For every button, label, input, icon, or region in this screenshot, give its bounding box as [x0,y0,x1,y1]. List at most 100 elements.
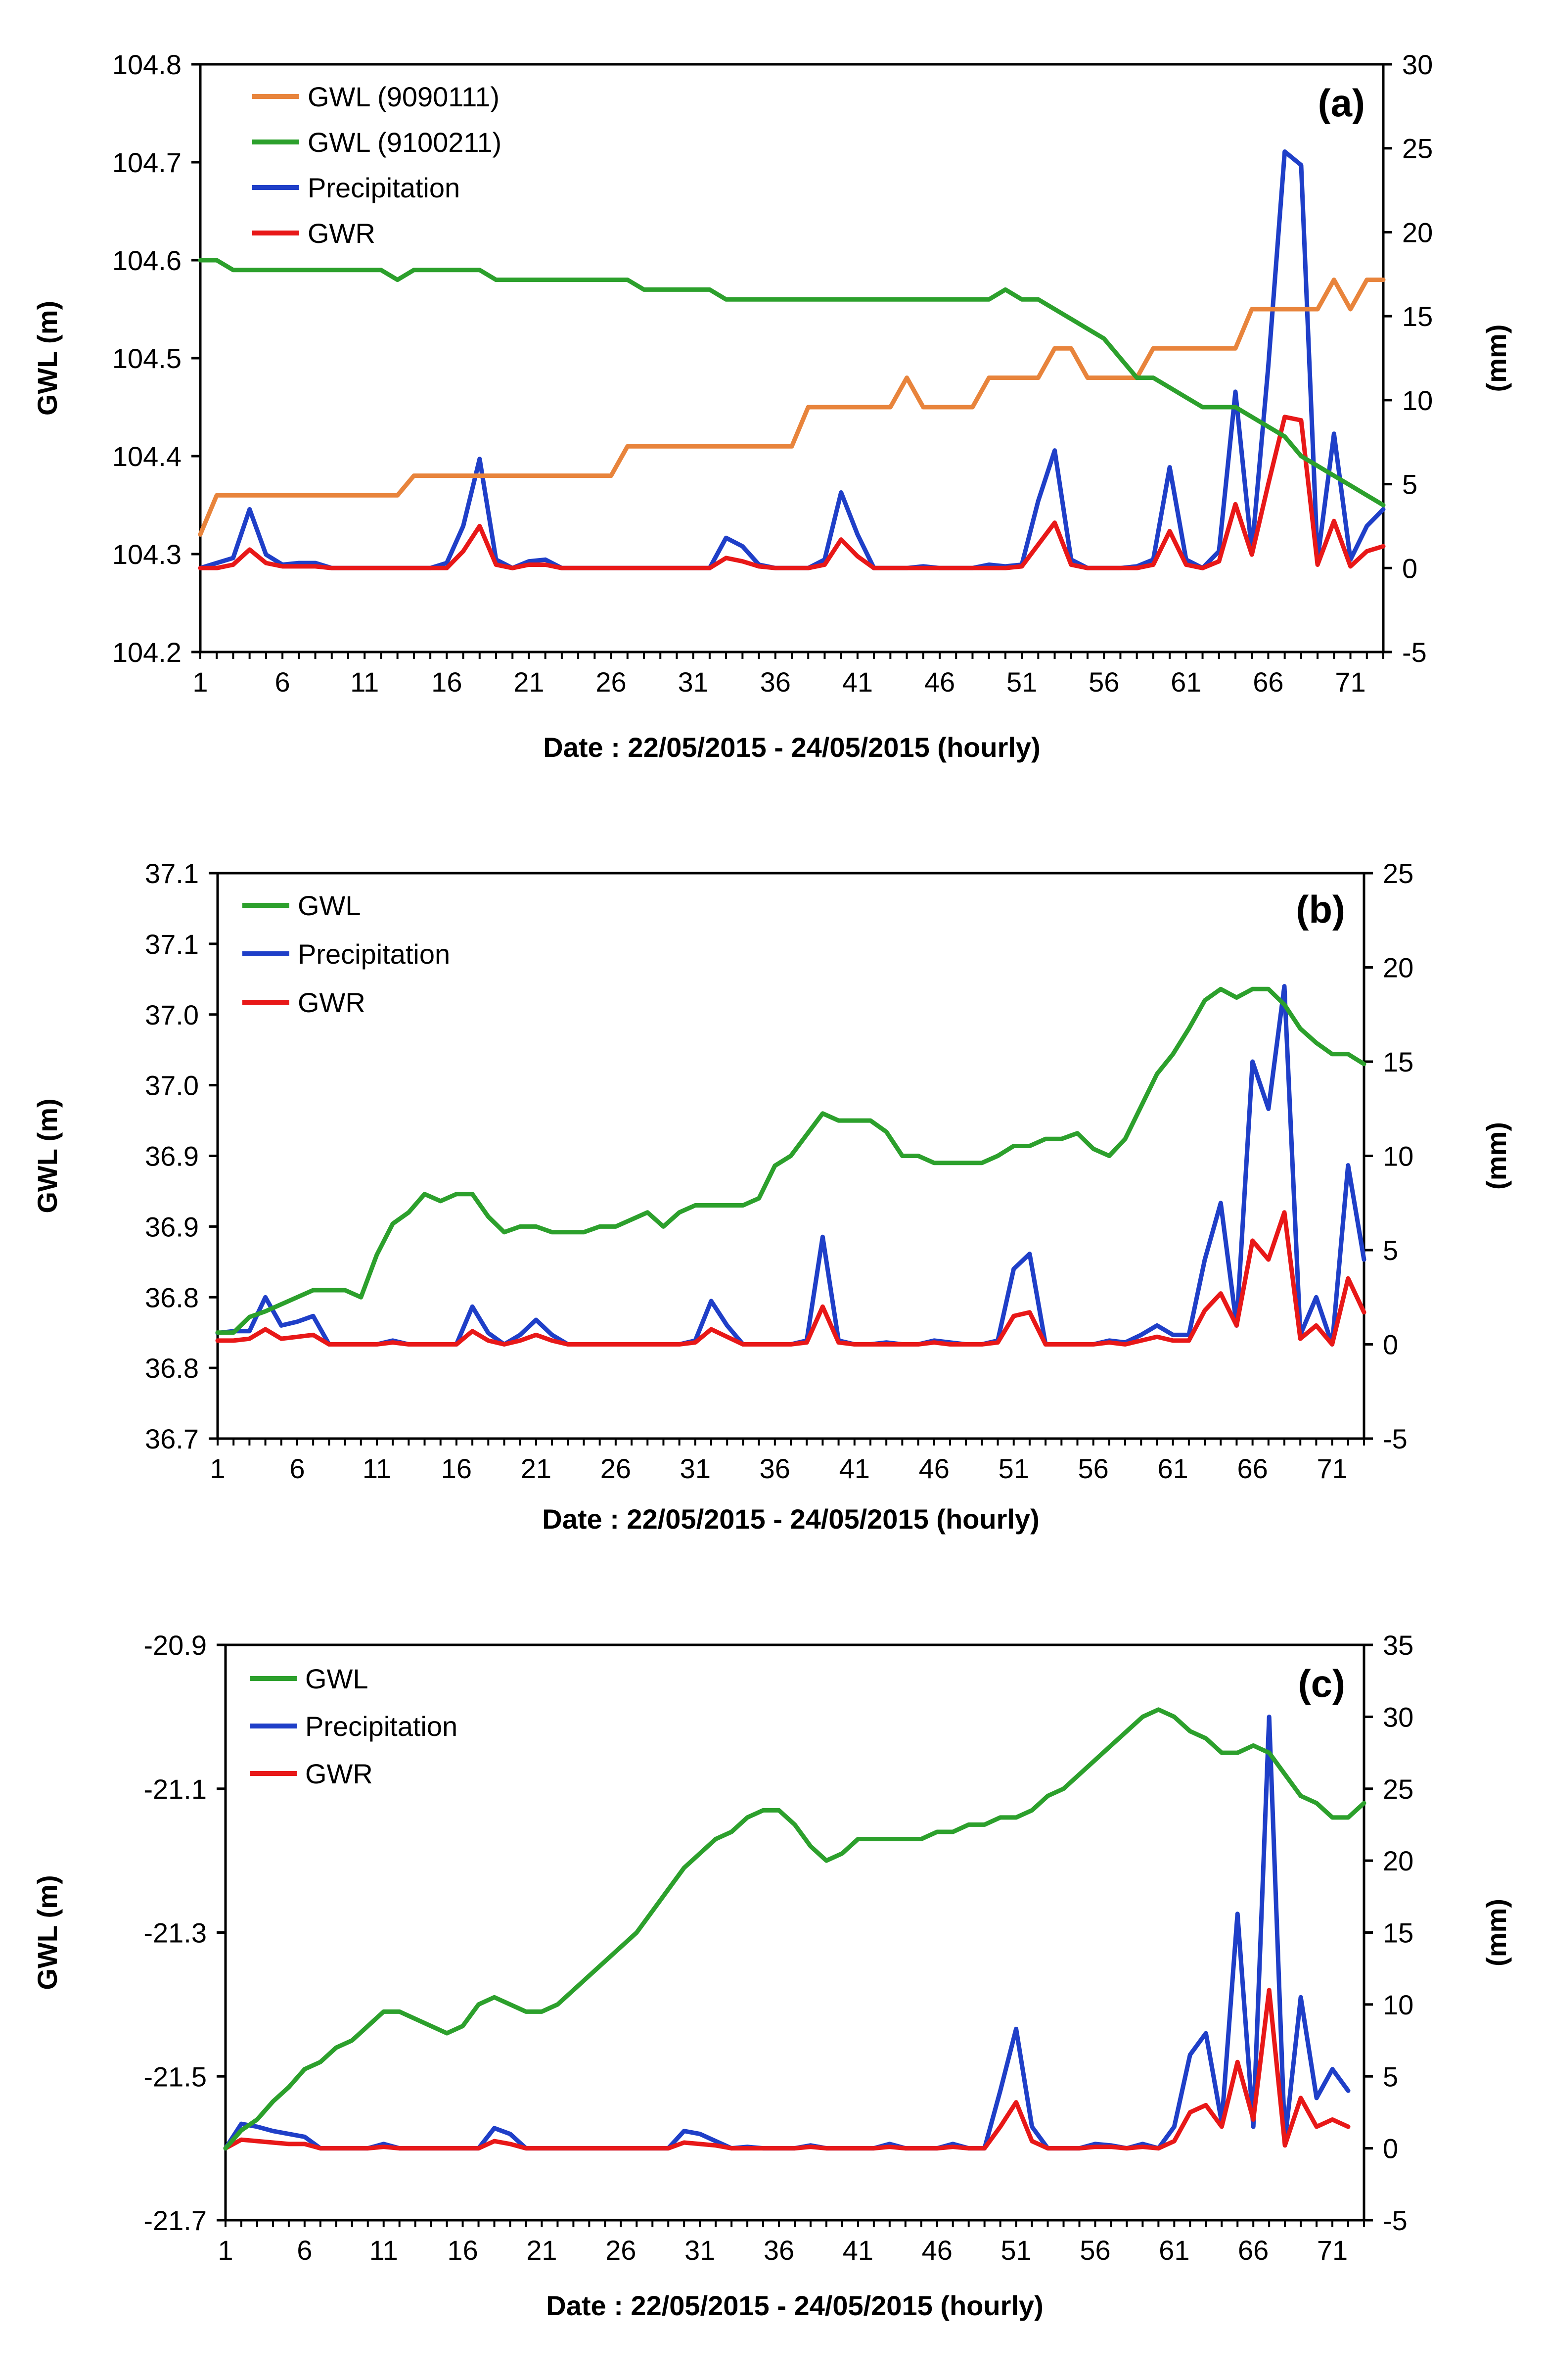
legend-label-gwr: GWR [298,987,365,1018]
y-left-axis-title: GWL (m) [32,1098,63,1213]
x-tick-label: 61 [1159,2235,1189,2266]
right-tick-label: -5 [1402,637,1427,668]
x-tick-label: 41 [839,1453,870,1484]
right-tick-label: 25 [1383,858,1413,889]
right-tick-label: 10 [1383,1989,1413,2020]
legend-label-gwl-9100211: GWL (9100211) [308,127,501,158]
left-tick-label: 104.4 [112,441,182,472]
legend-label-gwr: GWR [308,218,375,249]
panel-a: 104.2104.3104.4104.5104.6104.7104.8-5051… [32,49,1512,763]
legend-label-gwl: GWL [298,890,361,921]
x-tick-label: 16 [431,666,462,698]
right-tick-label: 35 [1383,1630,1413,1661]
x-tick-label: 61 [1158,1453,1188,1484]
left-tick-label: 104.6 [112,245,182,276]
x-tick-label: 6 [275,666,290,698]
left-tick-label: 37.0 [145,999,199,1030]
left-tick-label: 104.5 [112,343,182,374]
right-tick-label: 20 [1383,1845,1413,1876]
x-tick-label: 21 [513,666,544,698]
x-tick-label: 11 [350,666,379,698]
right-tick-label: -5 [1383,1423,1408,1454]
right-tick-label: 5 [1402,469,1417,500]
x-tick-label: 56 [1080,2235,1110,2266]
right-tick-label: 10 [1383,1141,1413,1172]
right-tick-label: 5 [1383,2061,1398,2092]
x-tick-label: 36 [760,1453,790,1484]
right-tick-label: 25 [1383,1773,1413,1805]
left-tick-label: 104.3 [112,539,182,570]
x-tick-label: 11 [363,1453,391,1484]
series-line-gwl [215,986,1366,1335]
x-tick-label: 26 [600,1453,631,1484]
y-right-axis-title: (mm) [1481,1899,1512,1966]
x-tick-label: 36 [760,666,791,698]
x-tick-label: 41 [843,2235,873,2266]
x-tick-label: 6 [289,1453,305,1484]
series-line-gwr [223,1988,1351,2151]
panel-label: (b) [1296,887,1345,931]
x-tick-label: 56 [1078,1453,1109,1484]
left-tick-label: -21.7 [143,2205,207,2236]
x-axis-title: Date : 22/05/2015 - 24/05/2015 (hourly) [542,1503,1039,1535]
series-line-gwr [198,415,1386,570]
x-tick-label: 21 [526,2235,557,2266]
panel-c: -21.7 -21.5 -21.3 -21.1 -20.9 -5 0 5 10 15 20 25 30 3… [32,1630,1512,2321]
x-tick-label: 31 [680,1453,711,1484]
x-tick-label: 26 [595,666,626,698]
right-tick-label: 25 [1402,133,1433,164]
x-tick-label: 6 [297,2235,312,2266]
x-tick-label: 11 [369,2235,398,2266]
x-tick-label: 16 [441,1453,472,1484]
left-tick-label: 37.0 [145,1070,199,1101]
right-tick-label: 0 [1383,2133,1398,2164]
right-tick-label: 0 [1402,553,1417,584]
x-tick-label: 66 [1253,666,1283,698]
left-tick-label: -20.9 [143,1630,207,1661]
series-line-precipitation [215,984,1366,1347]
x-tick-label: 66 [1238,2235,1269,2266]
legend-label-precipitation: Precipitation [308,172,460,203]
right-tick-label: 15 [1383,1046,1413,1077]
legend-label-gwl-9090111: GWL (9090111) [308,81,500,112]
legend-label-precipitation: Precipitation [298,938,450,970]
y-right-axis-title: (mm) [1481,325,1512,392]
x-tick-label: 1 [192,666,208,698]
x-tick-label: 46 [924,666,955,698]
x-tick-label: 1 [218,2235,233,2266]
x-tick-label: 31 [678,666,709,698]
left-tick-label: 37.1 [145,858,199,889]
series-line-precipitation [198,149,1386,570]
right-tick-label: 30 [1402,49,1433,80]
left-tick-label: 36.9 [145,1141,199,1172]
left-tick-label: 104.8 [112,49,182,80]
right-tick-label: 15 [1383,1917,1413,1949]
x-tick-label: 46 [919,1453,950,1484]
y-left-axis-title: GWL (m) [32,301,63,416]
right-tick-label: 0 [1383,1329,1398,1360]
left-tick-label: -21.3 [143,1917,207,1949]
legend-label-precipitation: Precipitation [305,1711,457,1742]
x-tick-label: 31 [684,2235,715,2266]
series-line-gwl [223,1707,1366,2151]
left-tick-label: -21.5 [143,2061,207,2092]
left-tick-label: -21.1 [143,1773,207,1805]
legend-label-gwr: GWR [305,1758,373,1789]
x-tick-label: 66 [1237,1453,1268,1484]
y-right-axis-title: (mm) [1481,1122,1512,1190]
right-tick-label: 20 [1402,217,1433,248]
series-line-precipitation [223,1714,1351,2151]
series-line-gwl-9090111 [198,278,1386,537]
left-tick-label: 36.8 [145,1353,199,1384]
right-tick-label: 20 [1383,952,1413,983]
x-tick-label: 16 [447,2235,478,2266]
x-tick-label: 51 [1000,2235,1031,2266]
right-tick-label: 15 [1402,301,1433,332]
panel-b: 36.7 36.8 36.8 36.9 36.9 37.0 37.0 37.1 37.1 -5 0 5… [32,858,1512,1535]
x-tick-label: 51 [999,1453,1029,1484]
legend-label-gwl: GWL [305,1663,368,1694]
right-tick-label: 10 [1402,385,1433,416]
x-tick-label: 21 [521,1453,551,1484]
right-tick-label: 30 [1383,1701,1413,1732]
